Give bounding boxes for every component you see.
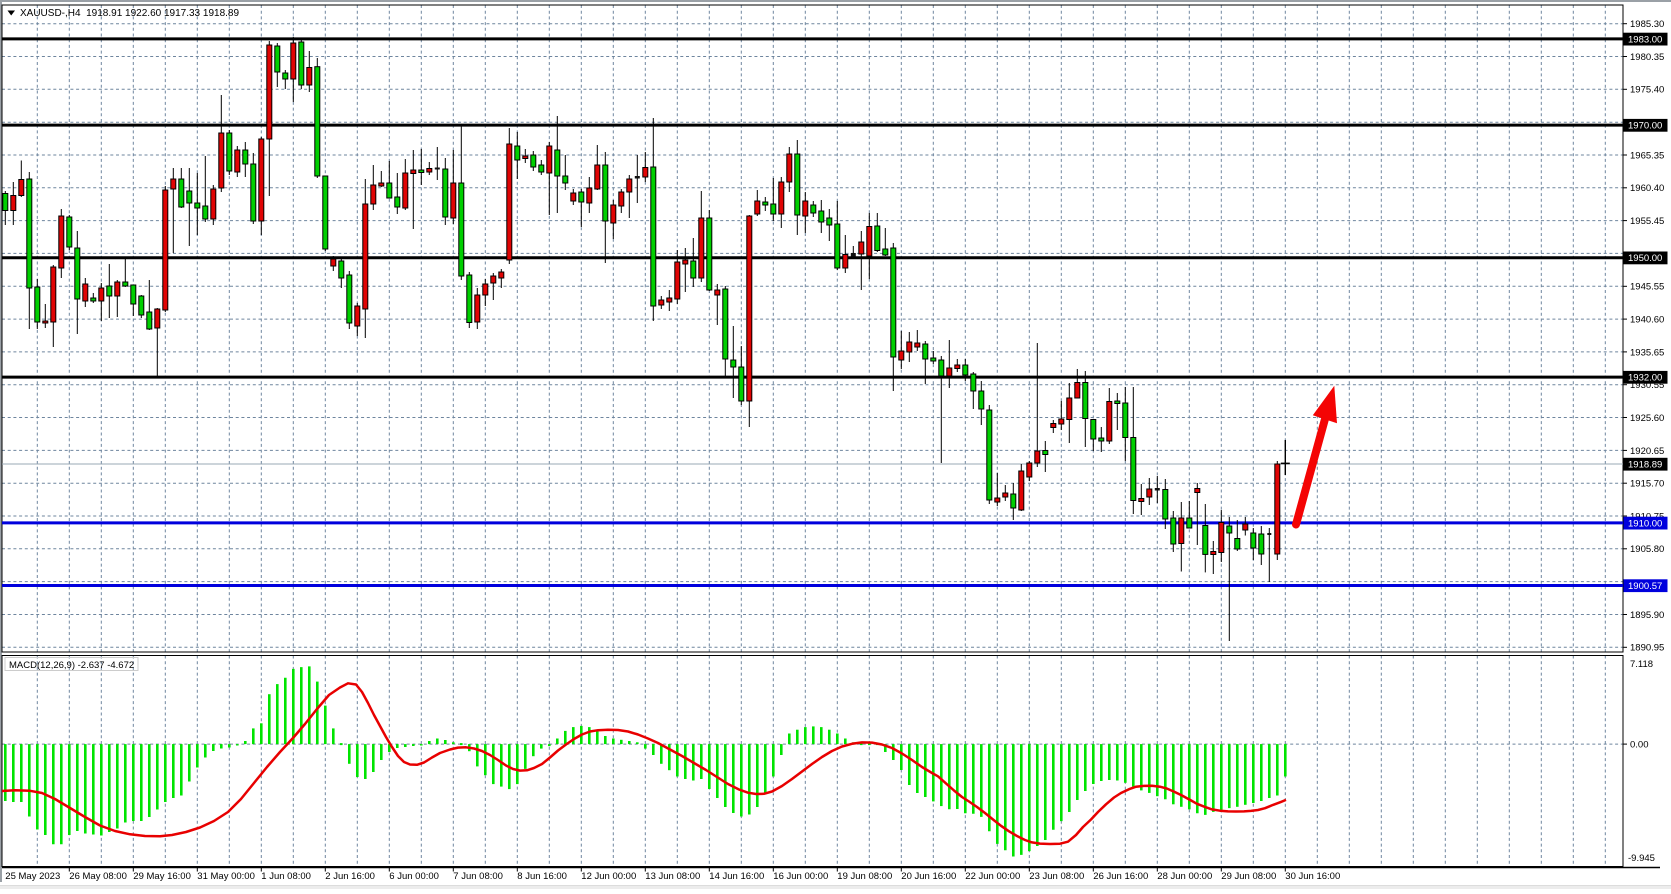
svg-text:1970.00: 1970.00 [1628,121,1662,132]
svg-text:1895.90: 1895.90 [1630,610,1664,621]
svg-text:20 Jun 16:00: 20 Jun 16:00 [901,871,956,882]
svg-text:14 Jun 16:00: 14 Jun 16:00 [709,871,764,882]
svg-text:1918.89: 1918.89 [1628,460,1662,471]
svg-text:0.00: 0.00 [1630,740,1649,751]
svg-text:1890.95: 1890.95 [1630,643,1664,654]
svg-text:1930.55: 1930.55 [1630,380,1664,391]
svg-text:1985.30: 1985.30 [1630,19,1664,30]
svg-text:31 May 00:00: 31 May 00:00 [197,871,255,882]
svg-text:29 May 16:00: 29 May 16:00 [133,871,191,882]
svg-text:6 Jun 00:00: 6 Jun 00:00 [389,871,439,882]
svg-text:1935.65: 1935.65 [1630,347,1664,358]
svg-text:16 Jun 00:00: 16 Jun 00:00 [773,871,828,882]
svg-text:1900.57: 1900.57 [1628,581,1662,592]
svg-text:23 Jun 08:00: 23 Jun 08:00 [1029,871,1084,882]
svg-text:12 Jun 00:00: 12 Jun 00:00 [581,871,636,882]
svg-text:1955.45: 1955.45 [1630,216,1664,227]
svg-text:1920.65: 1920.65 [1630,446,1664,457]
svg-text:13 Jun 08:00: 13 Jun 08:00 [645,871,700,882]
svg-text:28 Jun 00:00: 28 Jun 00:00 [1157,871,1212,882]
svg-text:25 May 2023: 25 May 2023 [5,871,60,882]
svg-text:7.118: 7.118 [1630,659,1653,670]
svg-text:1925.60: 1925.60 [1630,413,1664,424]
svg-text:XAUUSD-,H4 1918.91 1922.60 19: XAUUSD-,H4 1918.91 1922.60 1917.33 1918.… [20,8,239,19]
svg-text:1965.35: 1965.35 [1630,150,1664,161]
svg-text:1915.70: 1915.70 [1630,479,1664,490]
svg-text:1983.00: 1983.00 [1628,34,1662,45]
svg-text:7 Jun 08:00: 7 Jun 08:00 [453,871,503,882]
svg-text:8 Jun 16:00: 8 Jun 16:00 [517,871,567,882]
svg-text:1950.00: 1950.00 [1628,253,1662,264]
svg-text:1 Jun 08:00: 1 Jun 08:00 [261,871,311,882]
svg-text:26 Jun 16:00: 26 Jun 16:00 [1093,871,1148,882]
svg-text:22 Jun 00:00: 22 Jun 00:00 [965,871,1020,882]
svg-text:1960.40: 1960.40 [1630,183,1664,194]
svg-text:19 Jun 08:00: 19 Jun 08:00 [837,871,892,882]
svg-text:1940.60: 1940.60 [1630,315,1664,326]
svg-text:1932.00: 1932.00 [1628,373,1662,384]
svg-text:1975.40: 1975.40 [1630,85,1664,96]
svg-text:-9.945: -9.945 [1628,853,1655,864]
svg-text:1945.55: 1945.55 [1630,282,1664,293]
svg-text:26 May 08:00: 26 May 08:00 [69,871,127,882]
svg-text:MACD(12,26,9) -2.637 -4.672: MACD(12,26,9) -2.637 -4.672 [9,660,134,671]
svg-text:30 Jun 16:00: 30 Jun 16:00 [1285,871,1340,882]
svg-text:1980.35: 1980.35 [1630,52,1664,63]
svg-text:1910.00: 1910.00 [1628,518,1662,529]
svg-text:29 Jun 08:00: 29 Jun 08:00 [1221,871,1276,882]
svg-text:1905.80: 1905.80 [1630,544,1664,555]
svg-text:2 Jun 16:00: 2 Jun 16:00 [325,871,375,882]
